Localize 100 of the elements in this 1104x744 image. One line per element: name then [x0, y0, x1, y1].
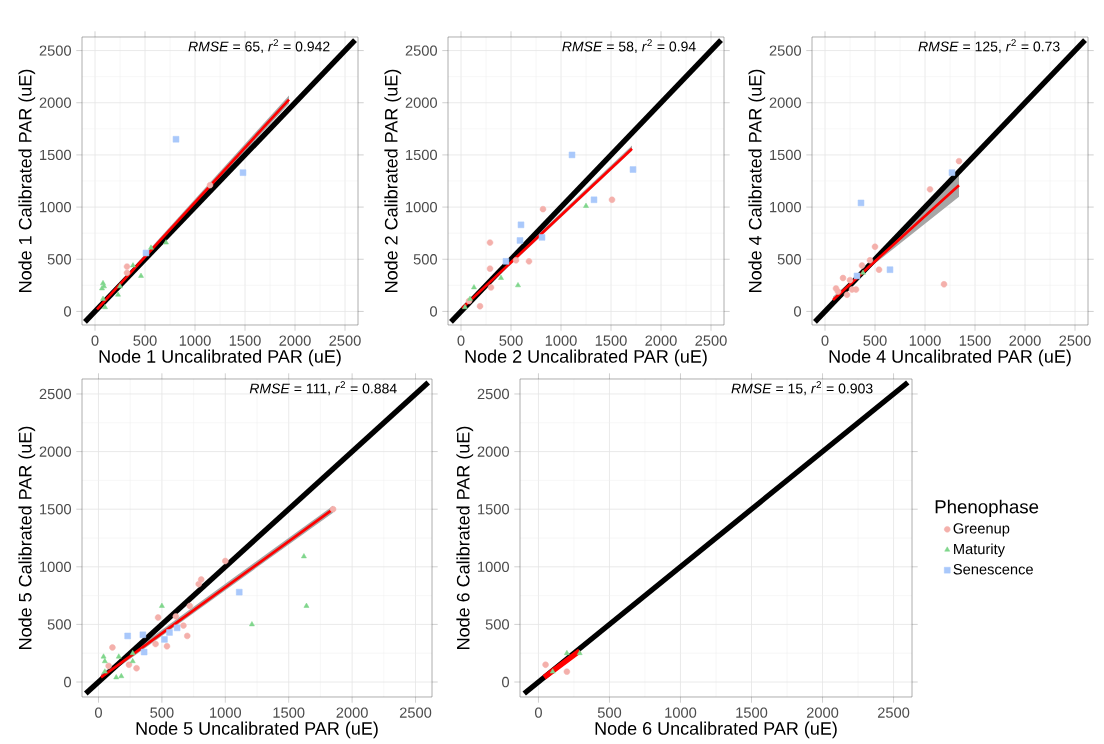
- point: [940, 281, 948, 288]
- y-tick-label: 2000: [769, 97, 802, 108]
- x-tick-label: 2000: [1009, 335, 1041, 346]
- point: [471, 284, 477, 290]
- legend-label: Senescence: [953, 564, 1033, 575]
- x-tick-label: 1000: [909, 335, 941, 346]
- point: [100, 295, 106, 301]
- y-axis-title: Node 4 Calibrated PAR (uE): [748, 69, 766, 292]
- annotation: RMSE = 58, r$^{2}$ = 0.94: [562, 39, 696, 54]
- point: [502, 258, 510, 265]
- annotation: RMSE = 65, r$^{2}$ = 0.942: [188, 39, 330, 54]
- point: [583, 202, 589, 208]
- x-tick-label: 2000: [336, 707, 368, 718]
- x-tick-label: 0: [534, 707, 542, 718]
- point: [206, 181, 214, 189]
- point: [926, 186, 934, 193]
- point: [608, 196, 616, 203]
- point: [498, 274, 504, 280]
- y-tick-label: 1500: [40, 504, 72, 515]
- x-axis-title: Node 4 Uncalibrated PAR (uE): [829, 349, 1071, 367]
- x-axis-title: Node 1 Uncalibrated PAR (uE): [99, 349, 341, 367]
- x-tick-label: 1500: [273, 707, 305, 718]
- x-tick-label: 500: [133, 335, 157, 346]
- point: [866, 257, 874, 264]
- point: [113, 674, 120, 680]
- y-tick-label: 0: [794, 306, 802, 317]
- y-tick-label: 1500: [406, 149, 438, 161]
- x-tick-label: 1500: [959, 335, 991, 346]
- y-tick-label: 0: [64, 306, 72, 317]
- point: [858, 262, 866, 269]
- y-tick-label: 500: [485, 619, 510, 630]
- x-tick-label: 1000: [545, 335, 577, 346]
- x-tick-label: 1000: [665, 707, 697, 718]
- point: [195, 580, 202, 588]
- y-tick-label: 2500: [39, 45, 72, 56]
- y-tick-label: 500: [47, 619, 72, 630]
- point: [118, 673, 125, 678]
- point: [303, 602, 310, 608]
- point: [148, 244, 154, 250]
- point: [115, 653, 122, 659]
- point: [198, 576, 205, 583]
- point: [839, 274, 847, 282]
- y-axis-title: Node 1 Calibrated PAR (uE): [18, 69, 36, 292]
- point: [163, 239, 169, 245]
- point: [102, 304, 108, 309]
- y-tick-label: 1500: [770, 149, 802, 161]
- y-tick-label: 1000: [770, 201, 802, 213]
- point: [123, 263, 131, 270]
- point: [525, 258, 533, 265]
- point: [955, 157, 963, 165]
- point: [516, 237, 524, 244]
- point: [159, 602, 165, 608]
- x-tick-label: 500: [597, 707, 622, 718]
- point: [590, 196, 598, 203]
- point: [875, 266, 883, 273]
- point: [236, 588, 243, 596]
- point: [539, 205, 547, 213]
- point: [515, 282, 521, 288]
- point: [117, 283, 123, 289]
- point: [100, 653, 107, 659]
- point: [109, 644, 116, 651]
- point: [462, 304, 468, 309]
- y-tick-label: 2000: [39, 97, 72, 108]
- annotation: RMSE = 125, r$^{2}$ = 0.73: [918, 39, 1060, 54]
- point: [152, 640, 159, 648]
- y-tick-label: 500: [413, 254, 438, 265]
- point: [486, 239, 494, 246]
- y-tick-label: 2500: [405, 45, 438, 56]
- point: [133, 664, 140, 672]
- x-tick-label: 2500: [877, 707, 910, 718]
- x-tick-label: 0: [457, 335, 465, 346]
- point: [886, 266, 894, 273]
- point: [517, 221, 525, 229]
- x-tick-label: 0: [94, 707, 102, 718]
- point: [538, 234, 546, 241]
- y-tick-label: 2000: [477, 446, 510, 457]
- point: [102, 668, 108, 674]
- x-tick-label: 500: [863, 335, 887, 346]
- y-tick-label: 1000: [478, 561, 510, 572]
- point: [130, 262, 136, 268]
- y-tick-label: 2500: [769, 45, 802, 56]
- x-tick-label: 2000: [806, 707, 839, 718]
- x-tick-label: 1000: [210, 707, 242, 718]
- point: [161, 636, 168, 643]
- x-tick-label: 2000: [279, 335, 311, 346]
- x-tick-label: 1000: [179, 335, 211, 346]
- point: [846, 276, 854, 284]
- x-tick-label: 2500: [1059, 335, 1091, 346]
- legend-label: Greenup: [953, 523, 1010, 537]
- point: [186, 602, 193, 610]
- point: [476, 303, 484, 310]
- point: [184, 632, 191, 640]
- y-tick-label: 0: [430, 306, 438, 317]
- y-axis-title: Node 2 Calibrated PAR (uE): [384, 69, 402, 292]
- x-tick-label: 1500: [229, 335, 261, 346]
- point: [857, 199, 865, 207]
- y-tick-label: 1500: [40, 149, 72, 161]
- point: [249, 621, 255, 627]
- x-tick-label: 0: [91, 335, 99, 346]
- point: [139, 631, 147, 638]
